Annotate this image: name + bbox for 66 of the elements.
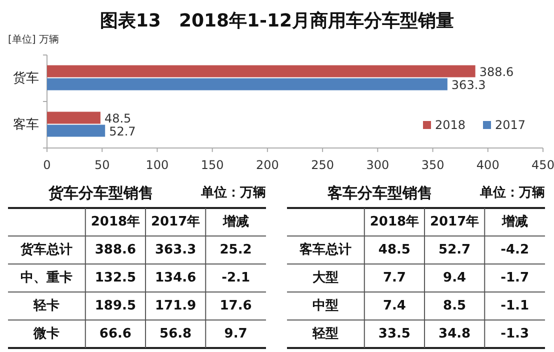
x-tick-label: 350 [421,158,444,172]
text: 2017年 [150,214,200,230]
text: 189.5 [94,298,136,314]
text: [单位] 万辆 [8,34,59,46]
text: 货车总计 [20,242,73,258]
text: -2.1 [222,270,250,286]
text: 66.6 [99,326,132,342]
text: -1.3 [500,326,530,342]
text: 134.6 [155,270,196,286]
x-tick-label: 400 [476,158,500,172]
text: 货车分车型销售 [47,184,154,202]
text: 客车分车型销售 [326,184,432,202]
x-tick-label: 300 [366,158,390,172]
x-tick-label: 450 [532,158,554,172]
text: 增减 [222,214,249,230]
text: 9.7 [224,326,248,342]
text: 轻型 [312,326,339,342]
bar [47,124,106,137]
data-label: 363.3 [451,78,486,92]
bar [47,78,448,90]
text: 大型 [312,270,339,286]
text: 34.8 [438,326,471,342]
text: 7.4 [382,298,406,314]
y-tick-label: 货车 [13,70,39,86]
data-label: 52.7 [109,124,136,138]
text: 2017年 [430,214,480,230]
y-tick-label: 客车 [13,116,39,132]
chart-title: 图表13 2018年1-12月商用车分车型销量 [100,10,454,32]
text: 48.5 [378,242,410,258]
text: 中、重卡 [20,270,73,286]
x-tick-label: 100 [146,158,169,172]
x-tick-label: 150 [200,158,224,172]
x-tick-label: 0 [43,158,51,172]
text: 增减 [500,214,528,230]
text: 363.3 [155,242,196,258]
legend-label: 2017 [495,118,526,132]
text: 56.8 [160,326,192,342]
text: 33.5 [378,326,410,342]
text: 132.5 [94,270,136,286]
text: -1.7 [500,270,530,286]
x-tick-label: 250 [311,158,334,172]
bar [47,112,100,124]
text: -4.2 [500,242,530,258]
data-label: 388.6 [479,64,514,79]
text: 388.6 [94,242,136,258]
legend-label: 2018 [435,118,466,132]
x-tick-label: 50 [94,158,110,172]
text: 17.6 [220,298,252,314]
data-label: 48.5 [104,111,132,126]
text: 微卡 [32,326,60,342]
text: 2018年 [370,214,420,230]
bar [47,65,476,78]
text: 25.2 [220,242,252,258]
x-tick-label: 200 [256,158,279,172]
text: 8.5 [443,298,466,314]
text: 2018年 [90,214,140,230]
text: 171.9 [155,298,196,314]
text: 单位：万辆 [200,184,266,200]
text: 轻卡 [32,298,60,314]
text: 52.7 [438,242,471,258]
text: 中型 [312,298,339,314]
text: -1.1 [500,298,530,314]
text: 7.7 [382,270,406,286]
text: 客车总计 [298,242,352,258]
text: 9.4 [443,270,466,286]
text: 单位：万辆 [479,184,545,200]
